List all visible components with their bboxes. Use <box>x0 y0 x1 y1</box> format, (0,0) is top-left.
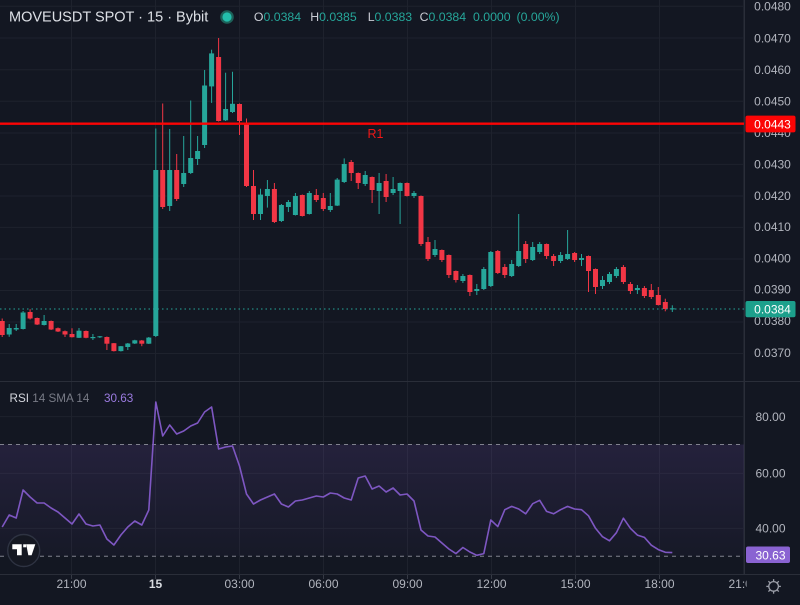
svg-text:12:00: 12:00 <box>476 577 506 591</box>
svg-text:MOVEUSDT SPOT · 15 · Bybit: MOVEUSDT SPOT · 15 · Bybit <box>9 10 208 26</box>
svg-text:L0.0383: L0.0383 <box>368 10 413 24</box>
svg-text:O0.0384: O0.0384 <box>254 10 301 24</box>
svg-text:0.0380: 0.0380 <box>754 314 791 328</box>
svg-text:21:00: 21:00 <box>56 577 86 591</box>
svg-text:30.63: 30.63 <box>755 548 785 562</box>
svg-text:0.0370: 0.0370 <box>754 346 791 360</box>
svg-text:30.63: 30.63 <box>104 392 133 405</box>
svg-text:0.0450: 0.0450 <box>754 95 791 109</box>
svg-text:0.0390: 0.0390 <box>754 283 791 297</box>
svg-text:60.00: 60.00 <box>755 467 785 481</box>
svg-text:0.0430: 0.0430 <box>754 158 791 172</box>
svg-text:0.0000: 0.0000 <box>473 10 511 24</box>
svg-text:06:00: 06:00 <box>308 577 338 591</box>
svg-text:0.0470: 0.0470 <box>754 32 791 46</box>
svg-text:H0.0385: H0.0385 <box>310 10 357 24</box>
svg-text:80.00: 80.00 <box>755 410 785 424</box>
svg-text:RSI 14 SMA 14: RSI 14 SMA 14 <box>10 392 90 405</box>
svg-text:15: 15 <box>149 577 163 591</box>
svg-text:R1: R1 <box>368 127 384 141</box>
svg-text:0.0420: 0.0420 <box>754 189 791 203</box>
svg-text:0.0384: 0.0384 <box>754 302 791 316</box>
svg-text:0.0480: 0.0480 <box>754 0 791 14</box>
svg-text:0.0400: 0.0400 <box>754 252 791 266</box>
svg-text:18:00: 18:00 <box>644 577 674 591</box>
svg-text:40.00: 40.00 <box>755 522 785 536</box>
svg-text:0.0410: 0.0410 <box>754 220 791 234</box>
svg-text:03:00: 03:00 <box>224 577 254 591</box>
svg-text:C0.0384: C0.0384 <box>420 10 467 24</box>
svg-text:15:00: 15:00 <box>560 577 590 591</box>
svg-text:09:00: 09:00 <box>392 577 422 591</box>
svg-text:(0.00%): (0.00%) <box>517 10 560 24</box>
svg-text:0.0443: 0.0443 <box>754 117 791 131</box>
svg-text:0.0460: 0.0460 <box>754 63 791 77</box>
